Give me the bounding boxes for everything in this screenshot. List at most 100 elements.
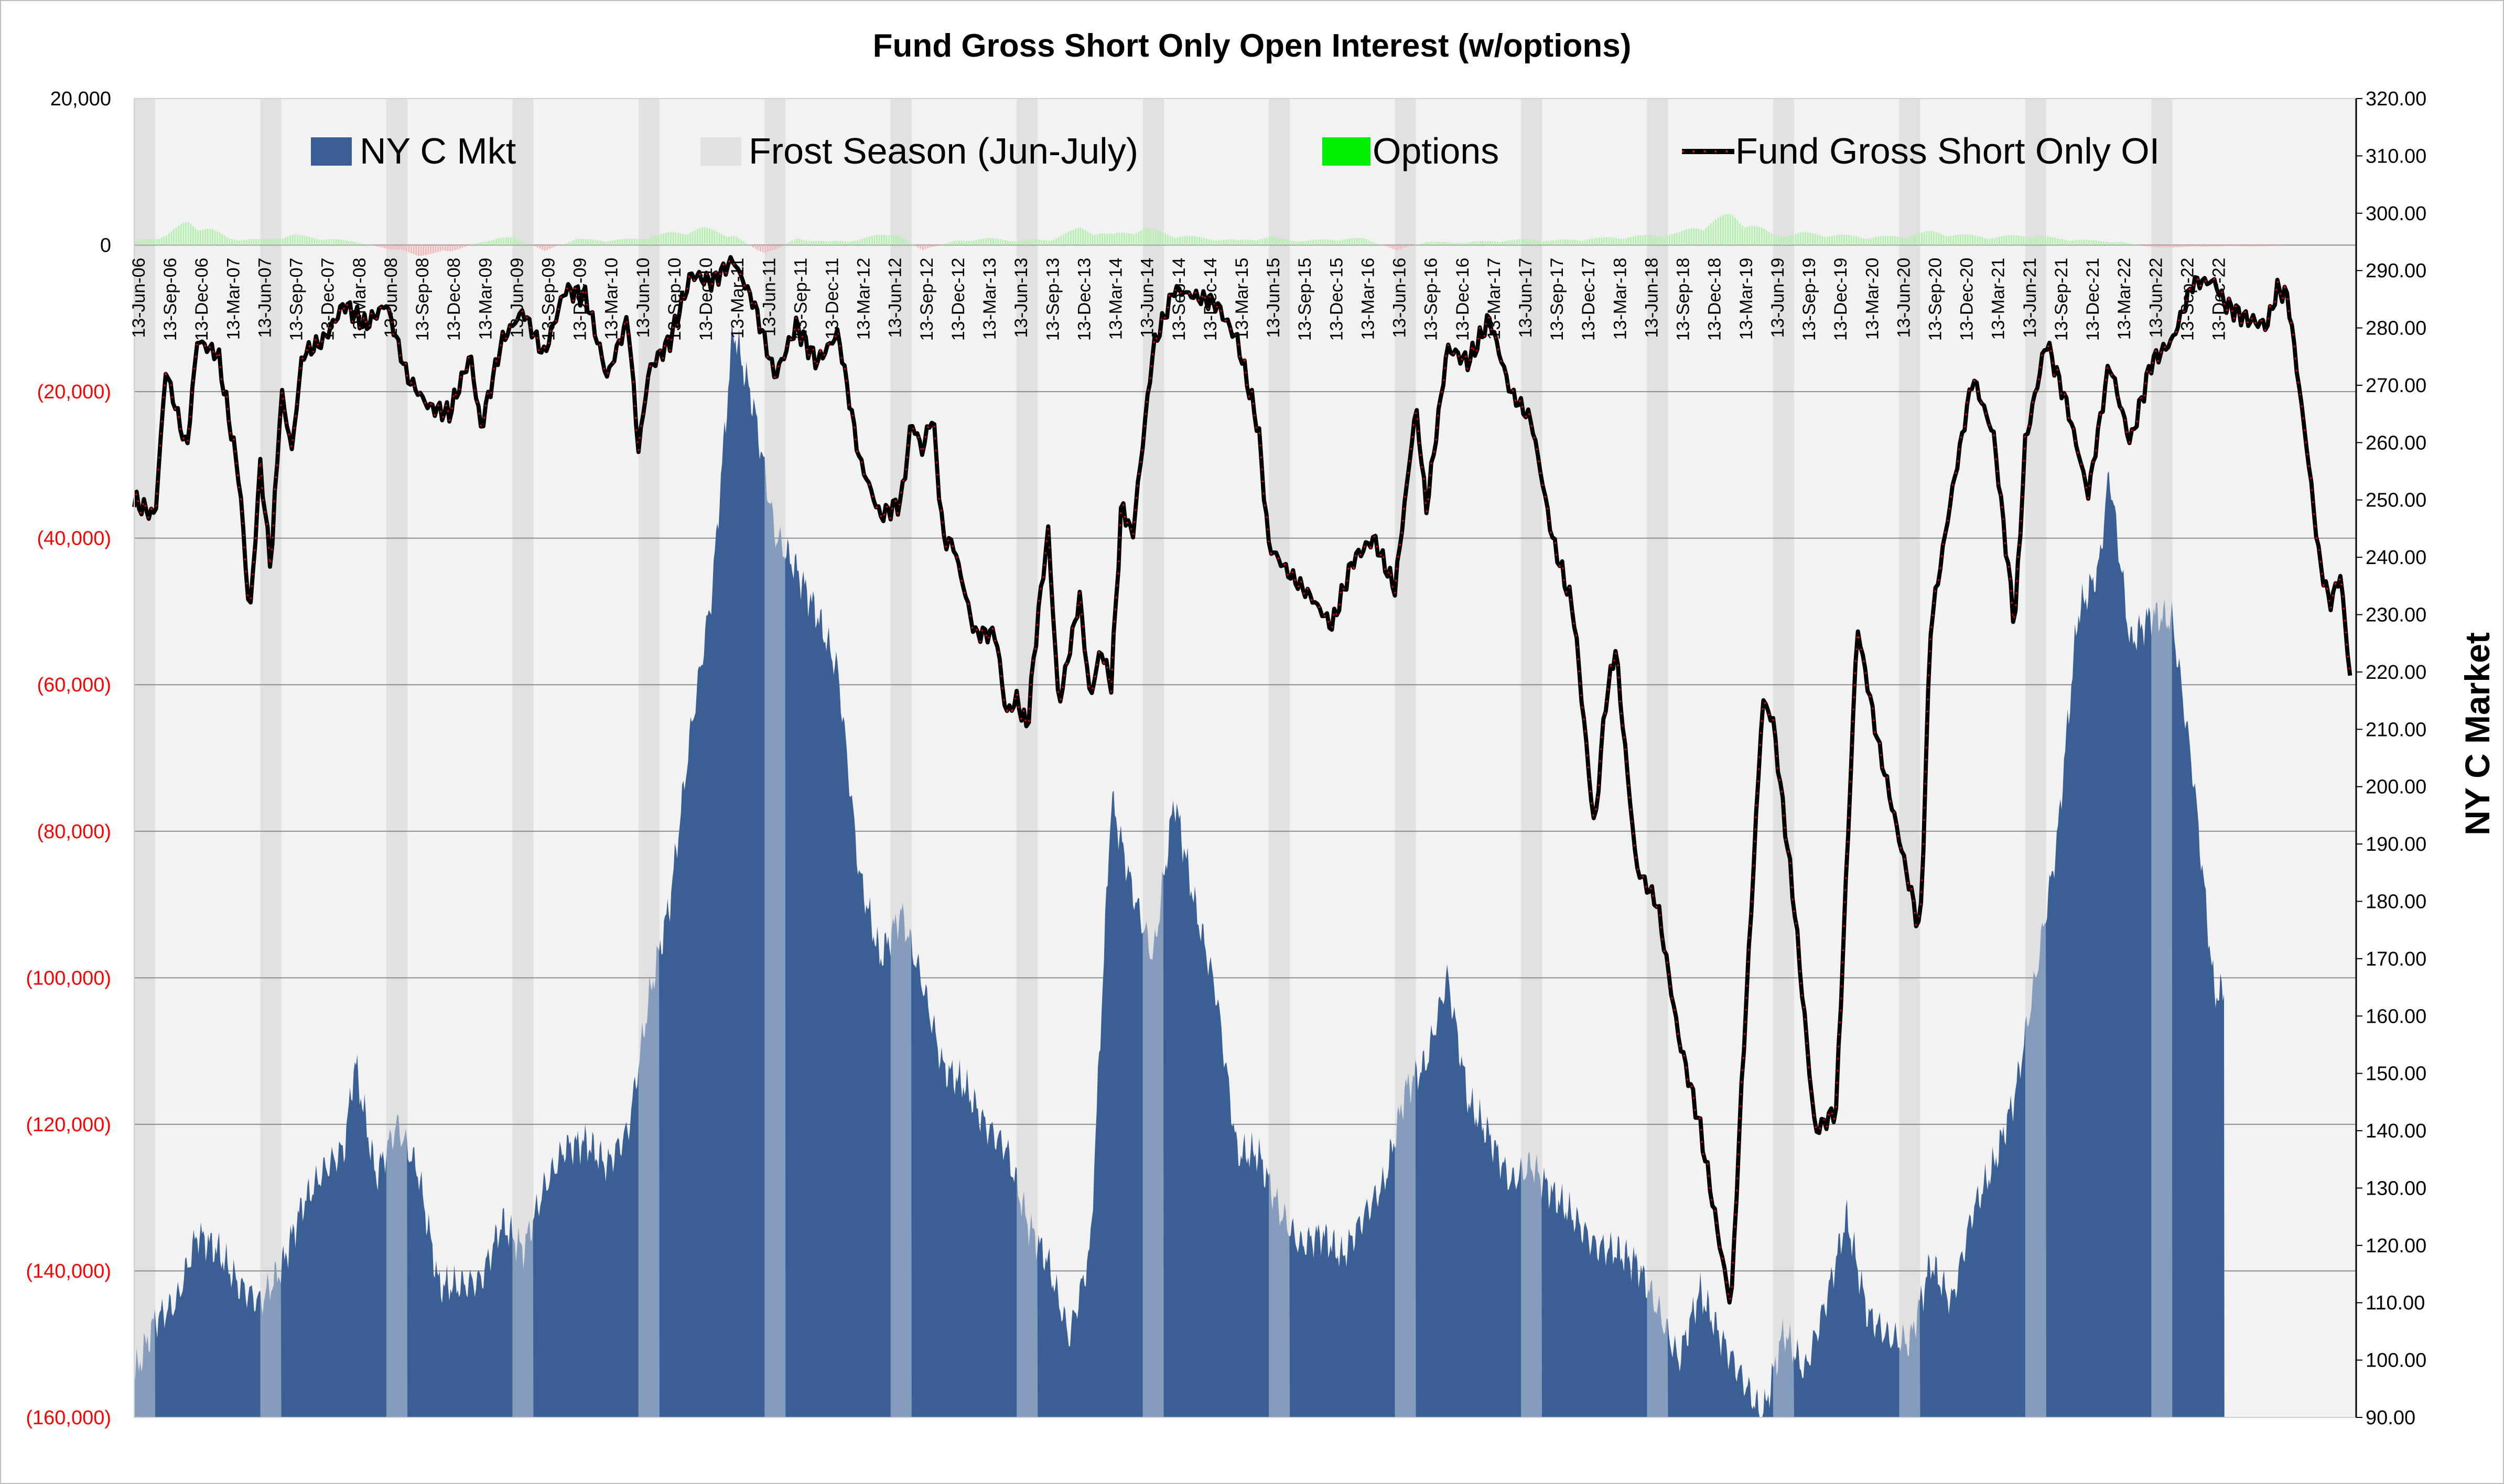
options-bar-47 bbox=[248, 239, 250, 245]
right-tick-label-10: 220.00 bbox=[2366, 662, 2426, 684]
options-bar-107 bbox=[393, 245, 395, 250]
options-bar-405 bbox=[1116, 233, 1118, 245]
options-bar-862 bbox=[2224, 245, 2226, 246]
options-bar-62 bbox=[284, 237, 286, 245]
options-bar-263 bbox=[772, 245, 774, 251]
options-bar-424 bbox=[1162, 232, 1164, 245]
options-bar-776 bbox=[2015, 235, 2017, 245]
options-bar-227 bbox=[684, 234, 686, 245]
options-bar-355 bbox=[995, 239, 997, 245]
options-bar-616 bbox=[1627, 237, 1629, 245]
options-bar-199 bbox=[617, 240, 619, 245]
options-bar-633 bbox=[1669, 235, 1671, 245]
options-bar-44 bbox=[241, 240, 243, 245]
options-bar-877 bbox=[2260, 245, 2262, 247]
options-bar-848 bbox=[2190, 245, 2192, 247]
right-tick-label-1: 310.00 bbox=[2366, 145, 2426, 167]
options-bar-648 bbox=[1705, 228, 1707, 245]
x-tick-label-62: 13-Dec-21 bbox=[2083, 258, 2103, 341]
options-bar-769 bbox=[1998, 236, 2000, 245]
options-bar-95 bbox=[364, 244, 366, 245]
options-bar-468 bbox=[1269, 236, 1271, 245]
options-bar-0 bbox=[134, 241, 136, 245]
options-bar-614 bbox=[1623, 239, 1625, 245]
options-bar-440 bbox=[1201, 237, 1203, 245]
options-bar-22 bbox=[187, 222, 189, 245]
options-bar-737 bbox=[1920, 232, 1923, 245]
options-bar-244 bbox=[726, 236, 728, 245]
x-tick-label-41: 13-Sep-16 bbox=[1421, 258, 1441, 341]
options-bar-198 bbox=[614, 240, 616, 245]
options-bar-412 bbox=[1133, 234, 1135, 245]
options-bar-529 bbox=[1417, 244, 1419, 245]
options-bar-530 bbox=[1419, 244, 1421, 245]
options-bar-311 bbox=[888, 235, 890, 245]
ny-c-mkt-frost-overlay-2010 bbox=[638, 946, 660, 1417]
options-bar-863 bbox=[2226, 245, 2228, 246]
options-bar-488 bbox=[1317, 239, 1319, 245]
options-bar-380 bbox=[1055, 239, 1057, 245]
options-bar-726 bbox=[1894, 236, 1896, 245]
options-bar-158 bbox=[517, 240, 519, 245]
options-bar-832 bbox=[2151, 245, 2153, 247]
ny-c-mkt-frost-overlay-2012 bbox=[890, 903, 912, 1417]
options-bar-17 bbox=[175, 227, 177, 245]
options-bar-87 bbox=[345, 240, 347, 245]
options-bar-188 bbox=[590, 239, 592, 245]
options-bar-846 bbox=[2185, 245, 2187, 247]
options-bar-509 bbox=[1368, 240, 1370, 245]
x-tick-label-50: 13-Dec-18 bbox=[1705, 258, 1725, 341]
options-bar-222 bbox=[672, 232, 674, 245]
options-bar-865 bbox=[2231, 245, 2233, 246]
options-bar-792 bbox=[2054, 237, 2056, 245]
options-bar-59 bbox=[277, 239, 279, 245]
options-bar-731 bbox=[1906, 238, 1908, 245]
options-bar-234 bbox=[701, 227, 704, 245]
options-bar-719 bbox=[1877, 236, 1879, 245]
options-bar-461 bbox=[1251, 240, 1254, 245]
options-bar-575 bbox=[1528, 240, 1530, 245]
x-tick-label-1: 13-Sep-06 bbox=[160, 258, 180, 341]
options-bar-516 bbox=[1385, 245, 1387, 246]
options-bar-442 bbox=[1205, 239, 1207, 245]
options-bar-699 bbox=[1829, 236, 1831, 245]
options-bar-127 bbox=[442, 245, 444, 251]
options-bar-257 bbox=[757, 245, 759, 251]
options-bar-302 bbox=[866, 237, 868, 245]
options-bar-150 bbox=[498, 238, 500, 245]
options-bar-228 bbox=[687, 234, 689, 245]
options-bar-6 bbox=[148, 239, 150, 245]
options-bar-735 bbox=[1916, 234, 1918, 245]
options-bar-341 bbox=[960, 240, 963, 245]
options-bar-229 bbox=[689, 233, 691, 245]
options-bar-230 bbox=[692, 231, 694, 245]
options-bar-669 bbox=[1756, 226, 1758, 245]
options-bar-381 bbox=[1057, 237, 1060, 245]
options-bar-622 bbox=[1642, 235, 1644, 245]
options-bar-283 bbox=[820, 241, 822, 245]
options-bar-294 bbox=[847, 241, 849, 245]
options-bar-671 bbox=[1761, 228, 1763, 245]
options-bar-742 bbox=[1933, 231, 1935, 245]
fund-gross-short-oi-series bbox=[132, 255, 2352, 1305]
options-bar-479 bbox=[1295, 242, 1297, 245]
options-bar-505 bbox=[1358, 237, 1361, 245]
options-bar-552 bbox=[1472, 241, 1474, 245]
options-bar-568 bbox=[1511, 240, 1513, 245]
right-tick-label-22: 100.00 bbox=[2366, 1350, 2426, 1372]
options-bar-121 bbox=[427, 245, 429, 255]
options-bar-42 bbox=[236, 240, 238, 245]
options-bar-21 bbox=[185, 222, 187, 245]
options-bar-15 bbox=[170, 231, 172, 245]
options-bar-250 bbox=[740, 239, 742, 245]
options-bar-135 bbox=[461, 245, 463, 248]
options-bar-245 bbox=[728, 236, 730, 245]
options-bar-821 bbox=[2124, 242, 2127, 245]
options-bar-264 bbox=[774, 245, 776, 250]
options-bar-72 bbox=[308, 236, 310, 245]
options-bar-318 bbox=[905, 240, 907, 245]
x-tick-label-65: 13-Sep-22 bbox=[2177, 258, 2197, 341]
options-bar-681 bbox=[1785, 237, 1787, 245]
options-bar-764 bbox=[1986, 239, 1988, 245]
left-axis-ticks: 20,000 0 (20,000) (40,000) (60,000) (80,000) (… bbox=[26, 88, 111, 1429]
